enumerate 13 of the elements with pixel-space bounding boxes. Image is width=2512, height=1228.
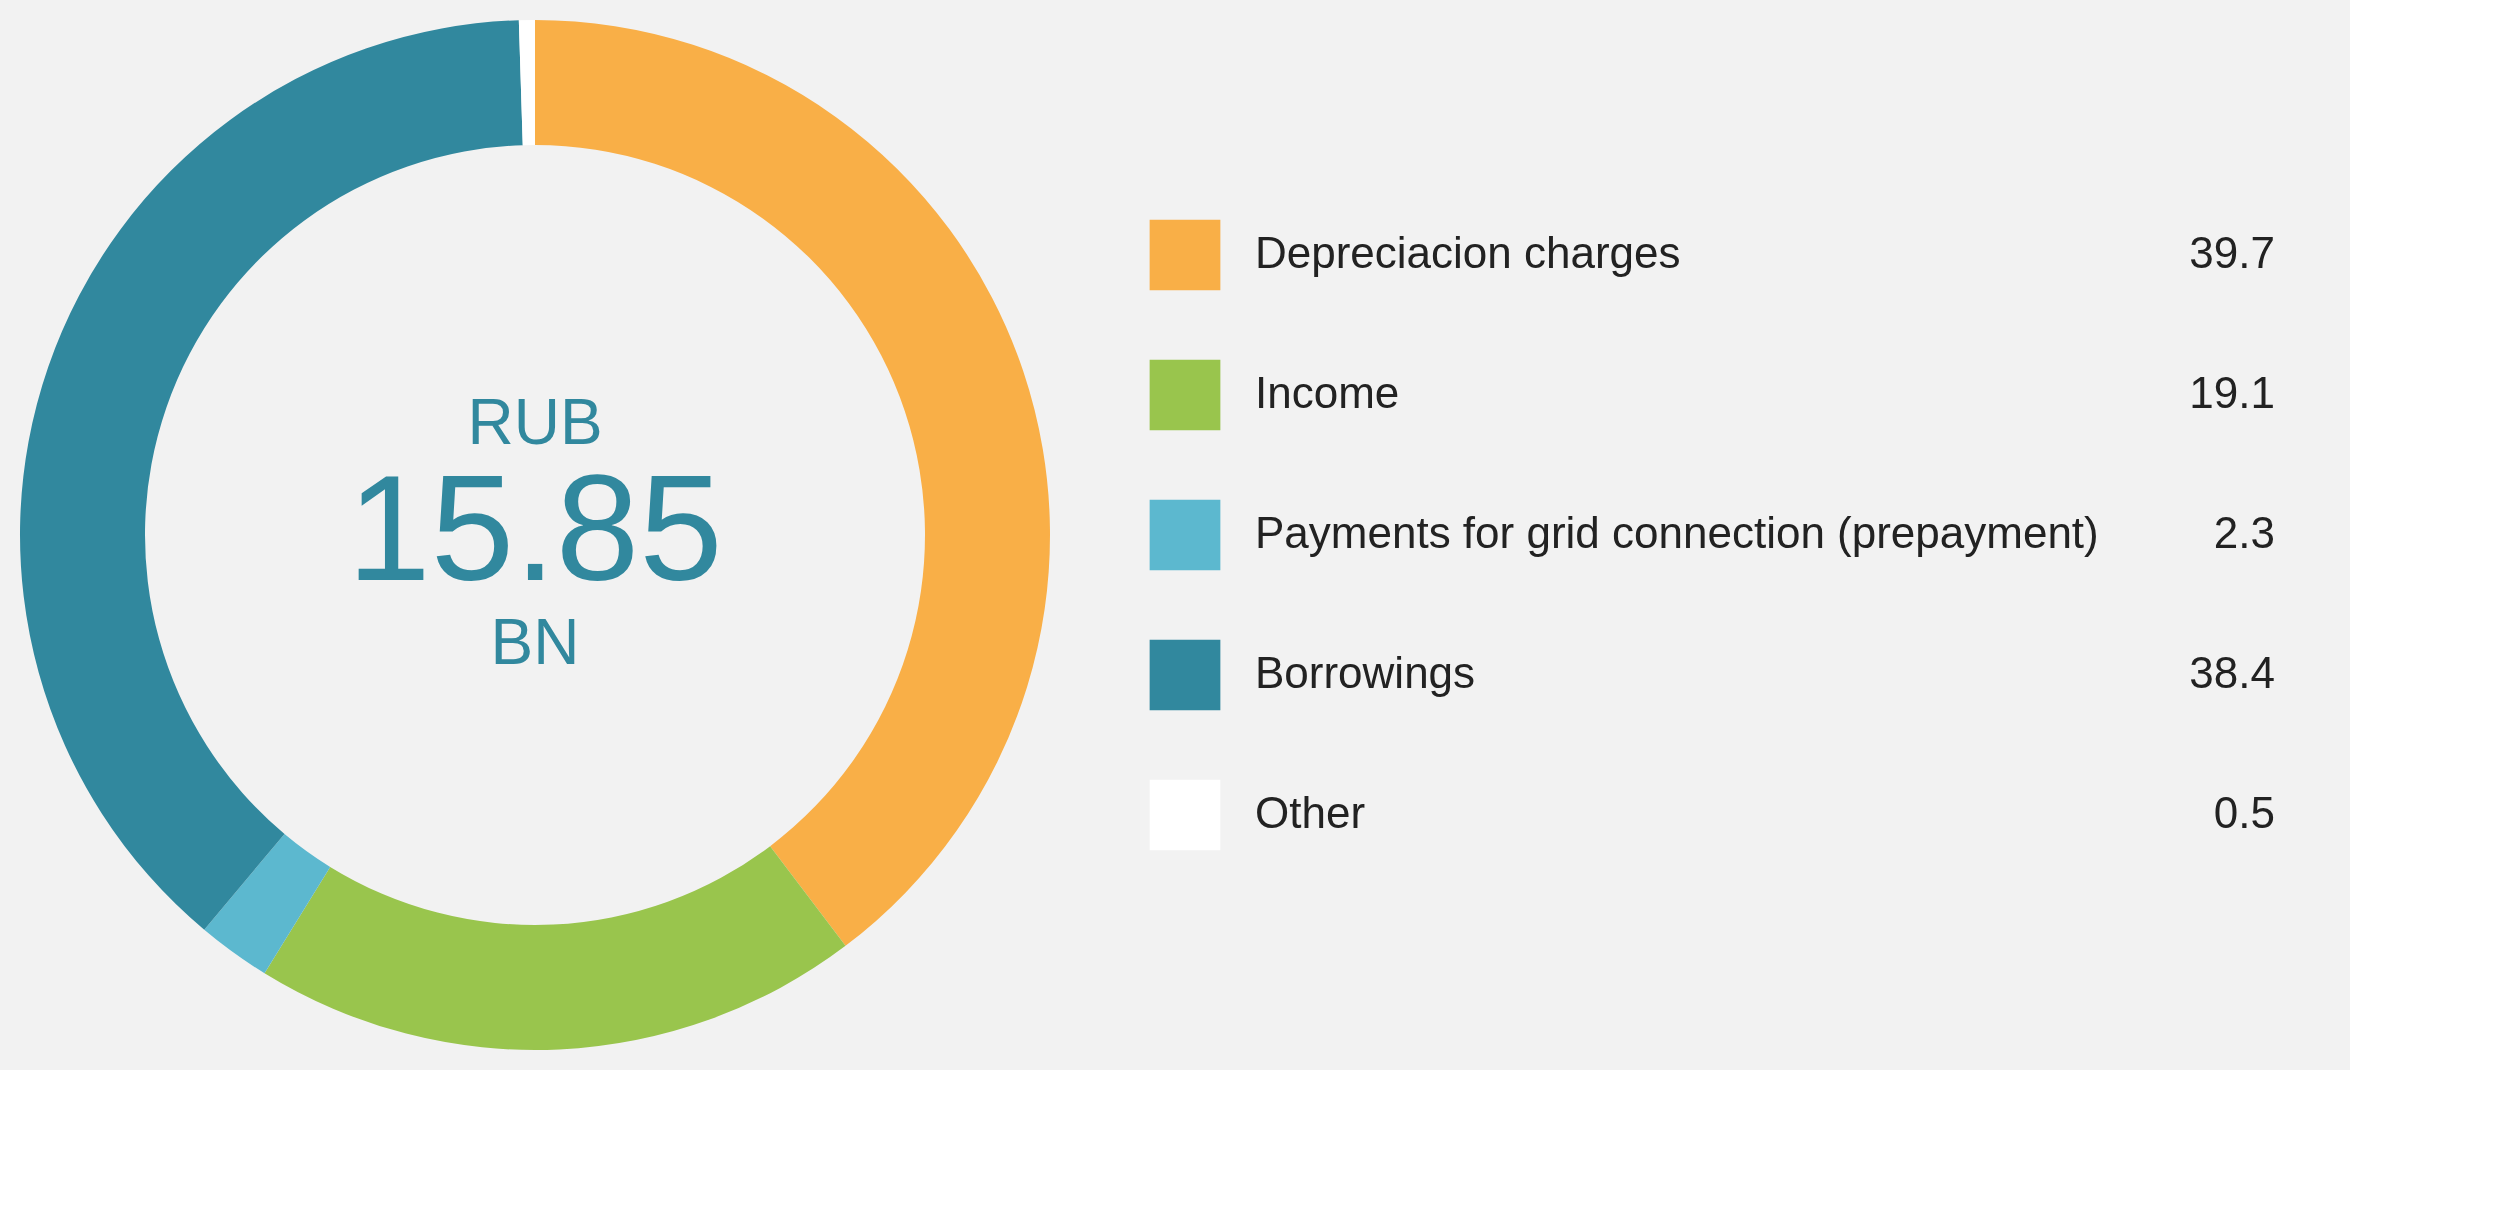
- legend-label: Income: [1255, 368, 1400, 417]
- legend-label: Borrowings: [1255, 648, 1476, 697]
- data-label: 38.4: [2189, 648, 2275, 697]
- legend-label: Payments for grid connection (prepayment): [1255, 508, 2099, 557]
- data-label: 0.5: [2213, 788, 2275, 837]
- data-label: 39.7: [2189, 228, 2275, 277]
- legend-label: Other: [1255, 788, 1366, 837]
- data-label: 19.1: [2189, 368, 2275, 417]
- donut-slice: [518, 20, 535, 146]
- donut-slice: [264, 846, 846, 1050]
- data-label: 2.3: [2213, 508, 2275, 557]
- legend-label: Depreciacion charges: [1255, 228, 1681, 277]
- donut-slice: [204, 833, 331, 974]
